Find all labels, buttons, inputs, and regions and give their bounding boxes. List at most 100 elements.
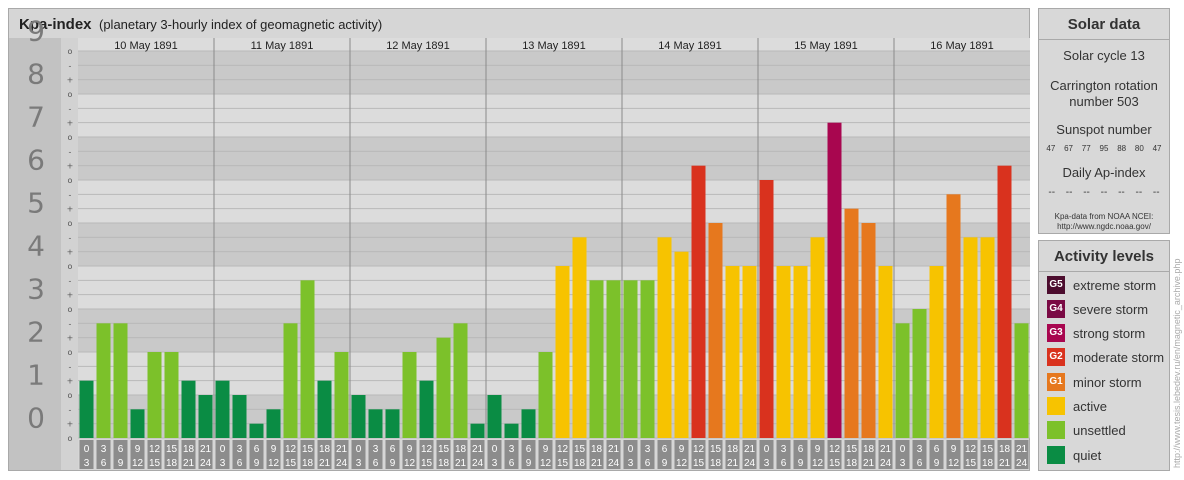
interval-cell — [249, 440, 264, 469]
interval-start-label: 18 — [319, 444, 331, 455]
sunspot-value: 47 — [1152, 144, 1162, 153]
interval-cell — [878, 440, 893, 469]
kpa-bar — [691, 165, 706, 438]
date-header-row — [78, 38, 1030, 51]
interval-cell — [232, 440, 247, 469]
legend-item-g5: G5 extreme storm — [1047, 275, 1156, 295]
sunspot-title: Sunspot number — [1056, 122, 1152, 137]
interval-cell — [453, 440, 468, 469]
interval-start-label: 12 — [285, 444, 297, 455]
interval-end-label: 3 — [356, 458, 362, 469]
kpa-bar — [232, 395, 247, 438]
legend-item-g3: G3 strong storm — [1047, 323, 1145, 343]
interval-start-label: 15 — [438, 444, 450, 455]
legend-item-active: active — [1047, 396, 1107, 416]
kpa-bar — [912, 309, 927, 438]
sunspot-value: 77 — [1081, 144, 1091, 153]
chart-subtitle: (planetary 3-hourly index of geomagnetic… — [99, 17, 383, 32]
kpa-bar — [453, 323, 468, 438]
interval-start-label: 6 — [798, 444, 804, 455]
kpa-bar — [521, 409, 536, 438]
interval-cell — [266, 440, 281, 469]
interval-cell — [691, 440, 706, 469]
kpa-bar — [963, 237, 978, 438]
interval-start-label: 15 — [302, 444, 314, 455]
interval-end-label: 15 — [285, 458, 297, 469]
band — [9, 94, 1030, 137]
minor-tick-label: o — [68, 219, 73, 228]
interval-start-label: 21 — [200, 444, 212, 455]
minor-tick-label: o — [68, 90, 73, 99]
day-label: 12 May 1891 — [386, 40, 450, 52]
interval-cell — [1014, 440, 1029, 469]
kpa-bar — [929, 266, 944, 438]
legend-item-g1: G1 minor storm — [1047, 372, 1142, 392]
activity-levels-panel: Activity levels G5 extreme storm G4 seve… — [1038, 240, 1170, 471]
interval-start-label: 6 — [934, 444, 940, 455]
kpa-bar — [623, 280, 638, 438]
interval-end-label: 21 — [999, 458, 1011, 469]
interval-start-label: 12 — [557, 444, 569, 455]
kpa-bar — [742, 266, 757, 438]
y-tick-label: 1 — [27, 359, 45, 392]
interval-start-label: 12 — [965, 444, 977, 455]
interval-end-label: 3 — [492, 458, 498, 469]
legend-label: strong storm — [1073, 325, 1146, 341]
legend-label: extreme storm — [1073, 277, 1157, 293]
interval-start-label: 0 — [764, 444, 770, 455]
kpa-bar — [317, 380, 332, 438]
kpa-bar — [946, 194, 961, 438]
legend-label: unsettled — [1073, 422, 1126, 438]
kpa-bar — [997, 165, 1012, 438]
solar-cycle: Solar cycle 13 — [1063, 48, 1145, 63]
interval-cell — [79, 440, 94, 469]
interval-end-label: 18 — [302, 458, 314, 469]
kpa-bar — [1014, 323, 1029, 438]
interval-cell — [640, 440, 655, 469]
interval-start-label: 3 — [645, 444, 651, 455]
day-label: 15 May 1891 — [794, 40, 858, 52]
band — [9, 137, 1030, 180]
interval-start-label: 21 — [336, 444, 348, 455]
kpa-bar — [249, 423, 264, 438]
y-tick-label: 5 — [27, 187, 45, 220]
ap-value: -- — [1118, 187, 1125, 198]
interval-end-label: 15 — [693, 458, 705, 469]
interval-cell — [793, 440, 808, 469]
interval-end-label: 24 — [472, 458, 484, 469]
kpa-bar — [810, 237, 825, 438]
interval-start-label: 21 — [472, 444, 484, 455]
interval-cell — [708, 440, 723, 469]
interval-start-label: 9 — [407, 444, 413, 455]
interval-cell — [929, 440, 944, 469]
interval-start-label: 12 — [693, 444, 705, 455]
interval-end-label: 24 — [1016, 458, 1028, 469]
kpa-bar — [351, 395, 366, 438]
y-tick-label: 4 — [27, 230, 45, 263]
kpa-bar — [606, 280, 621, 438]
minor-tick-label: o — [68, 133, 73, 142]
interval-end-label: 6 — [781, 458, 787, 469]
ap-value: -- — [1048, 187, 1056, 198]
interval-end-label: 3 — [84, 458, 90, 469]
sunspot-value: 95 — [1099, 144, 1109, 153]
interval-start-label: 18 — [863, 444, 875, 455]
data-source-url: http://www.ngdc.noaa.gov/ — [1057, 222, 1151, 231]
interval-cell — [742, 440, 757, 469]
minor-tick-label: - — [69, 362, 72, 371]
legend-swatch — [1047, 421, 1065, 439]
interval-end-label: 18 — [982, 458, 994, 469]
interval-end-label: 15 — [965, 458, 977, 469]
legend-swatch — [1047, 397, 1065, 415]
minor-tick-label: + — [67, 162, 74, 171]
legend-swatch: G1 — [1047, 373, 1065, 391]
interval-end-label: 21 — [591, 458, 603, 469]
y-tick-label: 7 — [27, 101, 45, 134]
interval-end-label: 15 — [557, 458, 569, 469]
interval-start-label: 3 — [917, 444, 923, 455]
ap-value: -- — [1135, 187, 1143, 198]
kpa-chart-panel: Kpa-index (planetary 3-hourly index of g… — [8, 8, 1030, 471]
minor-tick-label: o — [68, 47, 73, 56]
interval-start-label: 0 — [492, 444, 498, 455]
